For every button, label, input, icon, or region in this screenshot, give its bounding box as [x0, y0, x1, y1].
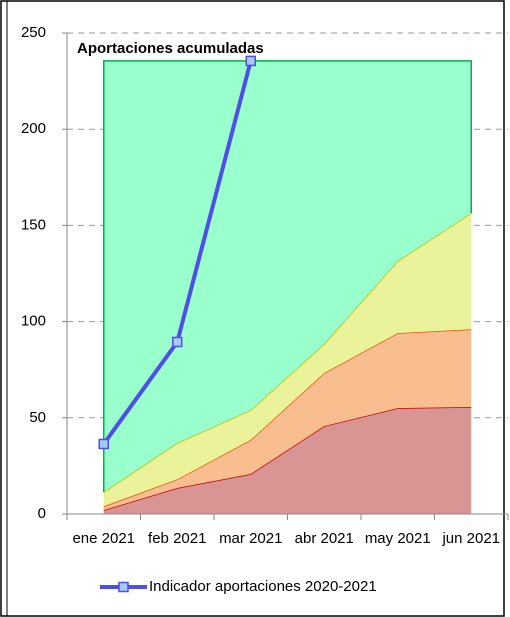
y-tick-label: 150	[21, 216, 46, 233]
area	[103, 407, 472, 514]
y-tick-label: 0	[38, 505, 46, 522]
plot: 0 50 100 150 200 250 ene 2021 feb 2021 mar 2021 a…	[21, 24, 509, 595]
chart-title: Aportaciones acumuladas	[77, 40, 264, 57]
y-tick-label: 250	[21, 24, 46, 41]
marker	[172, 336, 183, 348]
legend-marker	[118, 581, 129, 593]
legend-label: Indicador aportaciones 2020-2021	[149, 578, 377, 595]
area	[103, 60, 472, 493]
y-tick-label: 200	[21, 120, 46, 137]
x-tick-label: feb 2021	[148, 530, 206, 547]
marker	[98, 438, 109, 450]
area	[103, 213, 472, 507]
x-tick-label: mar 2021	[219, 530, 282, 547]
area-edge	[103, 60, 472, 493]
x-tick-label: abr 2021	[295, 530, 354, 547]
area	[103, 329, 472, 511]
x-tick-label: may 2021	[365, 530, 431, 547]
y-tick-label: 100	[21, 313, 46, 330]
y-tick-label: 50	[29, 409, 46, 426]
x-tick-label: ene 2021	[72, 530, 135, 547]
marker	[245, 55, 256, 67]
x-tick-label: jun 2021	[441, 530, 500, 547]
